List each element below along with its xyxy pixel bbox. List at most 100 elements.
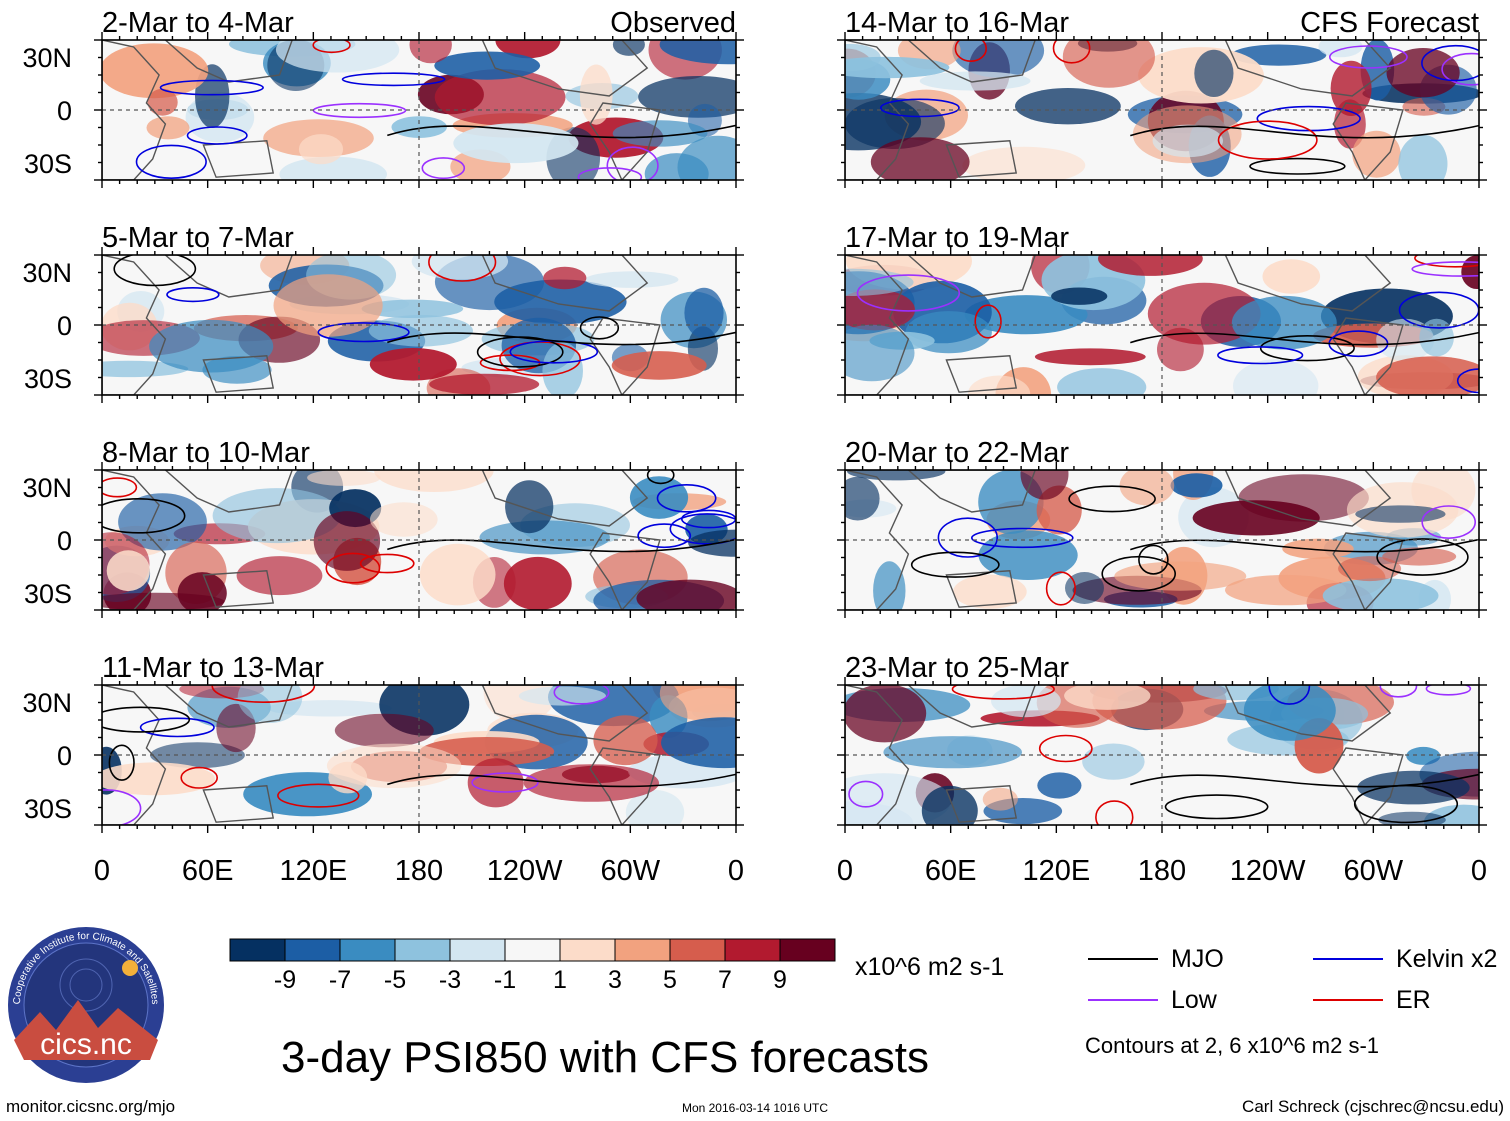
legend-label: ER bbox=[1396, 986, 1431, 1014]
wave-contour bbox=[579, 316, 620, 340]
colorbar-tick-label: 1 bbox=[553, 966, 567, 994]
anomaly-shading bbox=[1152, 124, 1224, 158]
wave-contour bbox=[656, 483, 717, 513]
coastline bbox=[907, 470, 1036, 513]
wave-contour bbox=[1164, 794, 1269, 820]
mjo-contour bbox=[1130, 538, 1479, 553]
y-tick-label: 0 bbox=[57, 526, 72, 556]
x-tick-label: 0 bbox=[1471, 855, 1487, 887]
map-panel: 2-Mar to 4-Mar Observed bbox=[94, 7, 744, 188]
coastline bbox=[481, 40, 649, 97]
anomaly-shading bbox=[102, 592, 225, 610]
wave-contour bbox=[211, 685, 316, 703]
colorbar-swatch bbox=[284, 938, 341, 962]
coastline bbox=[102, 40, 167, 180]
wave-contour bbox=[954, 40, 987, 62]
map-panel: 8-Mar to 10-Mar bbox=[94, 437, 744, 618]
coastline bbox=[945, 355, 1018, 393]
anomaly-shading bbox=[147, 88, 178, 116]
wave-contour bbox=[1425, 685, 1472, 696]
anomaly-shading bbox=[434, 69, 566, 126]
anomaly-shading bbox=[434, 51, 541, 80]
wave-contour bbox=[1256, 105, 1361, 132]
y-tick-label: 30S bbox=[24, 794, 72, 824]
colorbar-tick-label: -5 bbox=[384, 966, 406, 994]
wave-contour bbox=[159, 79, 264, 96]
anomaly-shading bbox=[429, 373, 540, 395]
panel-period-label: 2-Mar to 4-Mar bbox=[102, 7, 294, 39]
wave-contour bbox=[359, 553, 415, 574]
wave-contour bbox=[553, 685, 610, 705]
anomaly-shading bbox=[978, 530, 1078, 580]
anomaly-shading bbox=[1386, 47, 1460, 98]
wave-contour bbox=[880, 98, 960, 118]
anomaly-shading bbox=[391, 116, 447, 138]
x-tick-label: 60W bbox=[601, 855, 661, 887]
colorbar-tick-label: -1 bbox=[494, 966, 516, 994]
anomaly-shading bbox=[873, 561, 906, 610]
logo-text: cics.nc bbox=[40, 1028, 132, 1061]
anomaly-shading bbox=[361, 299, 464, 318]
wave-contour bbox=[186, 126, 248, 145]
anomaly-shading bbox=[237, 685, 303, 723]
coastline bbox=[102, 470, 167, 610]
anomaly-shading bbox=[845, 324, 915, 382]
anomaly-shading bbox=[369, 348, 457, 381]
coastline bbox=[589, 317, 661, 395]
y-tick-label: 30N bbox=[22, 258, 72, 288]
anomaly-shading bbox=[921, 785, 978, 825]
wave-contour bbox=[606, 146, 659, 180]
contour-legend: MJO Kelvin x2 Low ER Contours at 2, 6 x10^6 … bbox=[1085, 945, 1497, 1058]
legend-label: Kelvin x2 bbox=[1396, 945, 1497, 973]
wave-contour bbox=[1421, 505, 1476, 539]
anomaly-shading bbox=[419, 543, 496, 606]
anomaly-shading bbox=[847, 470, 946, 481]
anomaly-shading bbox=[952, 40, 1045, 78]
anomaly-shading bbox=[1322, 578, 1439, 610]
wave-contour bbox=[317, 322, 410, 343]
map-panels: 2-Mar to 4-Mar Observed 5-Mar to 7-Mar 8-Ma… bbox=[94, 7, 1487, 833]
wave-contour bbox=[1414, 255, 1479, 268]
x-tick-label: 180 bbox=[1138, 855, 1186, 887]
coastline bbox=[481, 470, 649, 527]
coastline bbox=[1224, 255, 1392, 312]
panel-period-label: 20-Mar to 22-Mar bbox=[845, 437, 1069, 469]
colorbar-swatch bbox=[449, 938, 506, 962]
coastline bbox=[102, 255, 167, 395]
anomaly-shading bbox=[1231, 44, 1327, 66]
cics-logo: Cooperative Institute for Climate and Sa… bbox=[8, 927, 164, 1083]
mjo-contour bbox=[1130, 124, 1479, 139]
anomaly-shading bbox=[1194, 49, 1234, 97]
coastline bbox=[1332, 317, 1404, 395]
legend-label: Low bbox=[1171, 986, 1218, 1014]
wave-contour bbox=[937, 517, 998, 558]
panel-period-label: 14-Mar to 16-Mar bbox=[845, 7, 1069, 39]
x-tick-label: 60E bbox=[925, 855, 977, 887]
coastline bbox=[481, 255, 649, 312]
anomaly-shading bbox=[542, 342, 583, 395]
x-tick-label: 0 bbox=[94, 855, 110, 887]
wave-contour bbox=[1379, 685, 1418, 698]
x-tick-label: 180 bbox=[395, 855, 443, 887]
anomaly-shading bbox=[279, 156, 387, 180]
anomaly-shading bbox=[870, 137, 970, 180]
wave-contour bbox=[102, 498, 186, 534]
mjo-contour bbox=[387, 538, 736, 553]
anomaly-shading bbox=[1382, 547, 1457, 566]
footer-credit: Carl Schreck (cjschrec@ncsu.edu) bbox=[1242, 1097, 1504, 1116]
anomaly-shading bbox=[1064, 685, 1151, 710]
anomaly-shading bbox=[102, 43, 209, 99]
colorbar-swatch bbox=[339, 938, 396, 962]
anomaly-shading bbox=[236, 556, 323, 596]
coastline bbox=[202, 785, 275, 823]
anomaly-shading bbox=[659, 685, 736, 722]
mjo-contour bbox=[387, 773, 736, 788]
anomaly-shading bbox=[102, 360, 189, 378]
x-tick-label: 60E bbox=[182, 855, 234, 887]
wave-contour bbox=[180, 766, 218, 789]
map-axes: 30N 0 30S 30N 0 30S 30N 0 30S 30N 0 30S 0 60E 120E 180 1… bbox=[22, 43, 1487, 887]
coastline bbox=[589, 532, 661, 610]
anomaly-shading bbox=[962, 146, 1086, 180]
wave-contour bbox=[1095, 800, 1134, 825]
